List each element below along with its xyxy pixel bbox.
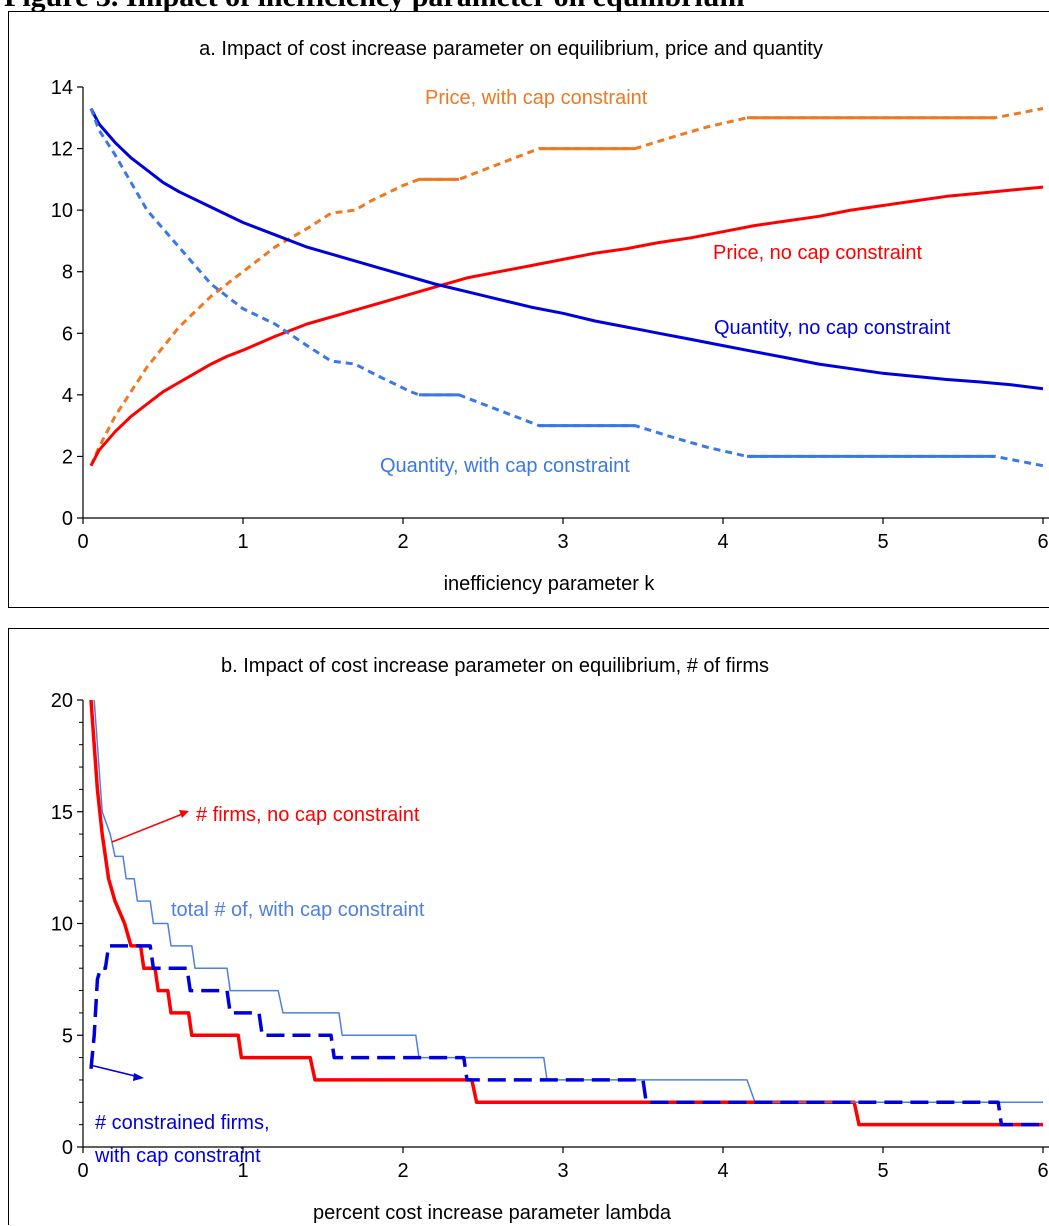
label-firms-total-with-cap: total # of, with cap constraint [171, 899, 425, 921]
label-quantity-with-cap: Quantity, with cap constraint [380, 455, 630, 477]
series-line-0 [89, 107, 1044, 467]
chart-panel-a: a. Impact of cost increase parameter on … [8, 11, 1049, 608]
y-tick-label: 10 [51, 914, 73, 936]
y-tick-label: 10 [51, 200, 73, 222]
arrow-firms-no-cap-head [179, 810, 189, 818]
label-constrained-firms-line2: with cap constraint [94, 1145, 261, 1167]
y-tick-label: 2 [62, 446, 73, 468]
y-tick-label: 14 [51, 77, 73, 99]
arrow-constrained-firms-head [133, 1073, 144, 1081]
x-tick-label: 1 [237, 531, 248, 553]
label-price-with-cap: Price, with cap constraint [425, 87, 648, 109]
x-tick-label: 5 [877, 1160, 888, 1182]
chart-a-series [89, 107, 1044, 468]
label-constrained-firms-line1: # constrained firms, [95, 1112, 270, 1134]
chart-panel-b: b. Impact of cost increase parameter on … [8, 628, 1049, 1225]
x-tick-label: 3 [557, 1160, 568, 1182]
series-line-1 [93, 699, 1043, 1104]
x-tick-label: 2 [397, 531, 408, 553]
y-tick-label: 6 [62, 323, 73, 345]
x-tick-label: 2 [397, 1160, 408, 1182]
x-tick-label: 1 [237, 1160, 248, 1182]
label-price-no-cap: Price, no cap constraint [713, 242, 922, 264]
series-line-1 [89, 185, 1044, 467]
x-tick-label: 4 [717, 1160, 728, 1182]
chart-b-canvas: b. Impact of cost increase parameter on … [51, 655, 1049, 1224]
chart-a-axes [77, 86, 1049, 524]
chart-a-xlabel: inefficiency parameter k [444, 573, 656, 595]
x-tick-label: 5 [877, 531, 888, 553]
y-tick-label: 12 [51, 139, 73, 161]
label-firms-no-cap: # firms, no cap constraint [196, 804, 420, 826]
y-tick-label: 20 [51, 690, 73, 712]
series-line-2 [89, 107, 1044, 391]
y-tick-label: 4 [62, 385, 73, 407]
y-tick-label: 0 [62, 1137, 73, 1159]
x-tick-label: 6 [1037, 1160, 1048, 1182]
x-tick-label: 4 [717, 531, 728, 553]
y-tick-label: 5 [62, 1025, 73, 1047]
x-tick-label: 0 [77, 1160, 88, 1182]
arrow-firms-no-cap [111, 812, 186, 843]
series-line-2 [89, 944, 1043, 1127]
figure-title: Figure 3. Impact of inefficiency paramet… [4, 0, 744, 12]
arrow-constrained-firms [89, 1064, 140, 1078]
y-tick-label: 15 [51, 802, 73, 824]
y-tick-label: 0 [62, 508, 73, 530]
chart-b-xlabel: percent cost increase parameter lambda [313, 1202, 672, 1224]
x-tick-label: 6 [1037, 531, 1048, 553]
annotation-arrows [89, 810, 189, 1081]
x-tick-label: 0 [77, 531, 88, 553]
chart-a-canvas: a. Impact of cost increase parameter on … [51, 38, 1049, 595]
chart-b-series [89, 699, 1043, 1127]
label-quantity-no-cap: Quantity, no cap constraint [714, 317, 951, 339]
series-line-3 [89, 107, 1044, 468]
chart-a-title: a. Impact of cost increase parameter on … [199, 38, 823, 60]
chart-b-title: b. Impact of cost increase parameter on … [221, 655, 769, 677]
x-tick-label: 3 [557, 531, 568, 553]
chart-b-tick-labels: 0 1 2 3 4 5 6 0 5 10 15 20 [51, 690, 1049, 1182]
y-tick-label: 8 [62, 262, 73, 284]
chart-b-axes [77, 699, 1049, 1153]
